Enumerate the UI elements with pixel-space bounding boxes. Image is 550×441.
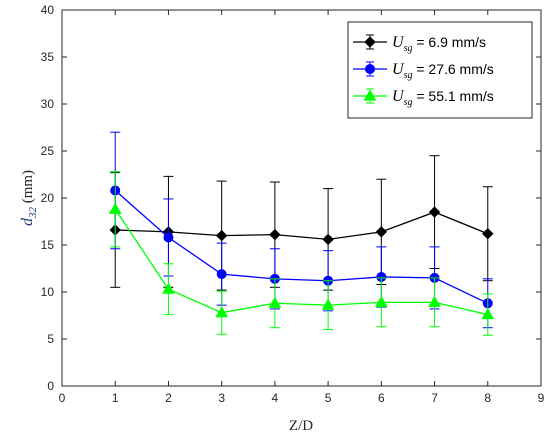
data-point: [215, 306, 229, 318]
x-tick-label: 6: [378, 391, 385, 405]
data-point: [428, 206, 441, 218]
x-tick-label: 4: [272, 391, 279, 405]
data-point: [375, 226, 388, 238]
x-tick-label: 7: [431, 391, 438, 405]
x-tick-label: 1: [112, 391, 119, 405]
legend-label: Usg = 27.6 mm/s: [392, 61, 494, 81]
legend-marker: [365, 64, 375, 74]
y-tick-label: 20: [41, 191, 55, 205]
series-2: [110, 131, 493, 329]
y-tick-label: 0: [47, 379, 54, 393]
y-tick-label: 25: [41, 144, 55, 158]
legend-label-subscript: sg: [404, 43, 413, 54]
legend-label-symbol: U: [392, 34, 405, 51]
legend-entry-3: Usg = 55.1 mm/s: [353, 88, 494, 108]
series-3: [108, 171, 495, 336]
y-tick-label: 10: [41, 285, 55, 299]
data-point: [482, 228, 494, 240]
series-line: [114, 208, 488, 316]
data-point: [215, 229, 228, 242]
y-tick-label: 5: [47, 332, 54, 346]
legend-box: [347, 21, 533, 119]
data-point: [162, 282, 175, 294]
y-axis-unit: (mm): [20, 170, 36, 203]
data-point: [428, 295, 441, 307]
legend-label: Usg = 55.1 mm/s: [392, 88, 494, 108]
legend-label-subscript: sg: [404, 97, 413, 108]
data-point: [108, 202, 122, 214]
x-tick-label: 2: [165, 391, 172, 405]
data-point: [321, 298, 335, 310]
x-tick-label: 8: [484, 391, 491, 405]
y-axis-label: d32 (mm): [19, 170, 39, 226]
x-tick-label: 0: [59, 391, 66, 405]
legend-label-value: = 6.9 mm/s: [412, 34, 486, 50]
legend-entry-1: Usg = 6.9 mm/s: [353, 34, 486, 54]
legend-entry-2: Usg = 27.6 mm/s: [353, 61, 494, 81]
legend-label-symbol: U: [392, 88, 405, 105]
legend-label: Usg = 6.9 mm/s: [392, 34, 486, 54]
y-axis-subscript: 32: [27, 207, 39, 220]
x-tick-label: 5: [325, 391, 332, 405]
y-tick-label: 30: [41, 97, 55, 111]
data-point: [374, 295, 388, 307]
data-point: [322, 233, 334, 246]
y-tick-label: 35: [41, 50, 55, 64]
y-axis-symbol: d: [19, 217, 36, 226]
series-line: [114, 189, 489, 304]
series-line: [115, 211, 489, 241]
legend-label-value: = 55.1 mm/s: [412, 88, 493, 104]
y-tick-label: 40: [41, 3, 55, 17]
data-point: [269, 228, 281, 241]
data-point: [163, 232, 174, 243]
x-tick-label: 9: [538, 391, 545, 405]
legend-label-symbol: U: [392, 61, 405, 78]
legend-marker: [364, 36, 376, 48]
legend-label-value: = 27.6 mm/s: [412, 61, 493, 77]
x-axis-label: Z/D: [289, 418, 313, 434]
x-tick-label: 3: [218, 391, 225, 405]
y-tick-label: 15: [41, 238, 55, 252]
data-point: [216, 269, 227, 280]
legend-label-subscript: sg: [404, 70, 413, 81]
data-point: [481, 308, 495, 320]
legend-marker: [363, 89, 377, 101]
data-point: [268, 296, 282, 308]
